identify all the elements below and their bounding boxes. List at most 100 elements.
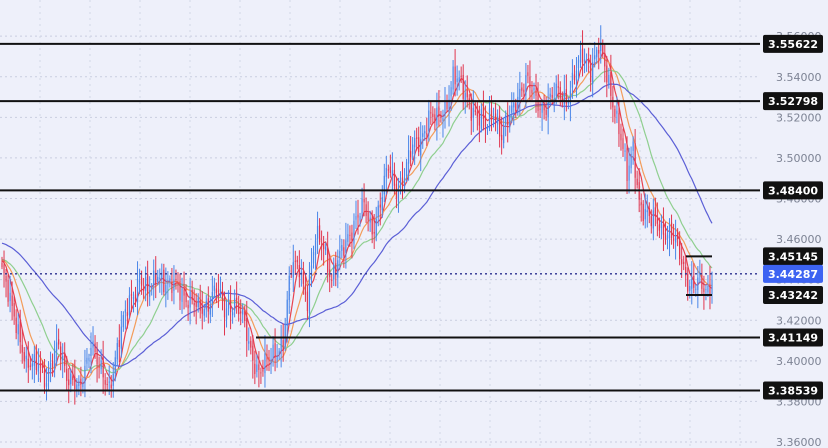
candle-body bbox=[203, 308, 205, 316]
candle-body bbox=[399, 177, 402, 188]
candle bbox=[464, 80, 466, 114]
candle bbox=[49, 351, 52, 383]
candle-body bbox=[672, 238, 675, 241]
candle bbox=[606, 56, 608, 98]
candle bbox=[424, 125, 426, 141]
candle-body bbox=[565, 89, 567, 104]
candle bbox=[260, 367, 262, 384]
candle-body bbox=[254, 363, 256, 375]
candle bbox=[191, 280, 193, 305]
candle-body bbox=[681, 259, 683, 265]
candle bbox=[450, 81, 452, 112]
candle bbox=[323, 235, 325, 266]
candle-body bbox=[13, 303, 15, 317]
candle-body bbox=[272, 344, 274, 358]
candle bbox=[387, 164, 389, 179]
candle-body bbox=[689, 286, 691, 291]
price-level-3-43242[interactable]: 3.43242 bbox=[686, 286, 823, 305]
candle-body bbox=[535, 90, 537, 96]
candle-body bbox=[571, 72, 574, 88]
candle-body bbox=[531, 89, 533, 94]
candle bbox=[592, 48, 594, 98]
candle-body bbox=[379, 204, 381, 208]
candle-body bbox=[288, 275, 290, 301]
candle-body bbox=[577, 59, 580, 68]
candle bbox=[367, 201, 369, 232]
candle bbox=[175, 269, 177, 290]
candle-body bbox=[86, 357, 88, 364]
candle bbox=[314, 234, 317, 270]
candle-body bbox=[45, 383, 48, 387]
candle-body bbox=[9, 292, 11, 302]
candle bbox=[567, 97, 569, 110]
candle-body bbox=[650, 216, 652, 227]
price-level-3-41149[interactable]: 3.41149 bbox=[256, 328, 823, 347]
price-level-3-48400[interactable]: 3.48400 bbox=[0, 181, 823, 200]
candle-body bbox=[636, 178, 638, 186]
candle-body bbox=[509, 115, 511, 128]
price-level-3-55622[interactable]: 3.55622 bbox=[0, 34, 823, 53]
candle-body bbox=[527, 72, 529, 76]
candle bbox=[138, 268, 141, 294]
candle-body bbox=[551, 94, 553, 98]
candle bbox=[96, 341, 98, 383]
moving-averages bbox=[1, 52, 713, 385]
candle bbox=[614, 105, 616, 124]
price-level-3-38539[interactable]: 3.38539 bbox=[0, 381, 823, 400]
candle bbox=[250, 336, 252, 355]
candle-body bbox=[494, 113, 497, 122]
candle-body bbox=[458, 77, 460, 82]
candle-body bbox=[82, 383, 84, 388]
candle bbox=[434, 108, 436, 131]
candle-body bbox=[440, 115, 442, 119]
candle bbox=[640, 193, 642, 222]
candle-body bbox=[151, 286, 153, 289]
price-level-3-45145[interactable]: 3.45145 bbox=[686, 247, 823, 266]
candle-body bbox=[316, 225, 319, 239]
candle bbox=[256, 354, 258, 378]
candle bbox=[181, 277, 183, 314]
candle-body bbox=[464, 92, 466, 102]
candle-body bbox=[201, 307, 203, 314]
candle-body bbox=[397, 189, 400, 202]
candle-body bbox=[199, 299, 201, 311]
candle-body bbox=[140, 277, 143, 286]
candle bbox=[288, 266, 290, 314]
candle-body bbox=[112, 373, 114, 386]
candle bbox=[72, 363, 74, 386]
candle bbox=[240, 299, 242, 326]
candle-body bbox=[472, 107, 474, 118]
candle-body bbox=[422, 133, 424, 137]
candle-body bbox=[260, 372, 262, 374]
candle bbox=[276, 344, 278, 368]
candle bbox=[511, 92, 513, 123]
candle bbox=[203, 303, 205, 322]
candle bbox=[363, 183, 365, 217]
candle bbox=[248, 327, 250, 351]
candle bbox=[618, 99, 620, 147]
candle-body bbox=[250, 340, 252, 348]
candle bbox=[242, 303, 244, 324]
candle bbox=[290, 265, 292, 279]
candle-body bbox=[56, 342, 58, 352]
candle bbox=[187, 300, 189, 322]
candle bbox=[602, 39, 604, 58]
candle bbox=[525, 63, 527, 108]
candle bbox=[575, 57, 578, 98]
candle bbox=[270, 347, 272, 374]
candle-body bbox=[167, 283, 169, 285]
candle bbox=[549, 87, 551, 107]
candle-body bbox=[219, 289, 222, 292]
candle bbox=[136, 261, 139, 316]
candle-body bbox=[347, 234, 349, 242]
price-level-3-52798[interactable]: 3.52798 bbox=[0, 92, 823, 111]
candle-body bbox=[278, 350, 280, 355]
candle bbox=[588, 47, 590, 73]
candle bbox=[581, 30, 584, 77]
candle bbox=[373, 214, 375, 249]
candle-body bbox=[543, 103, 545, 111]
candle bbox=[286, 290, 288, 343]
candle-body bbox=[511, 105, 513, 113]
